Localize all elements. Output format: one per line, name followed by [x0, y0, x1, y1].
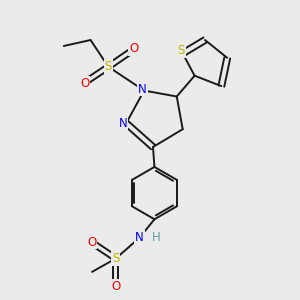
Text: O: O	[87, 236, 97, 249]
Text: S: S	[112, 252, 119, 265]
Text: N: N	[119, 117, 128, 130]
Text: N: N	[138, 82, 147, 96]
Text: O: O	[80, 76, 89, 90]
Text: O: O	[129, 42, 138, 56]
Text: H: H	[152, 231, 160, 244]
Text: O: O	[111, 280, 120, 293]
Text: S: S	[178, 44, 185, 57]
Text: N: N	[135, 231, 144, 244]
Text: S: S	[105, 60, 112, 73]
